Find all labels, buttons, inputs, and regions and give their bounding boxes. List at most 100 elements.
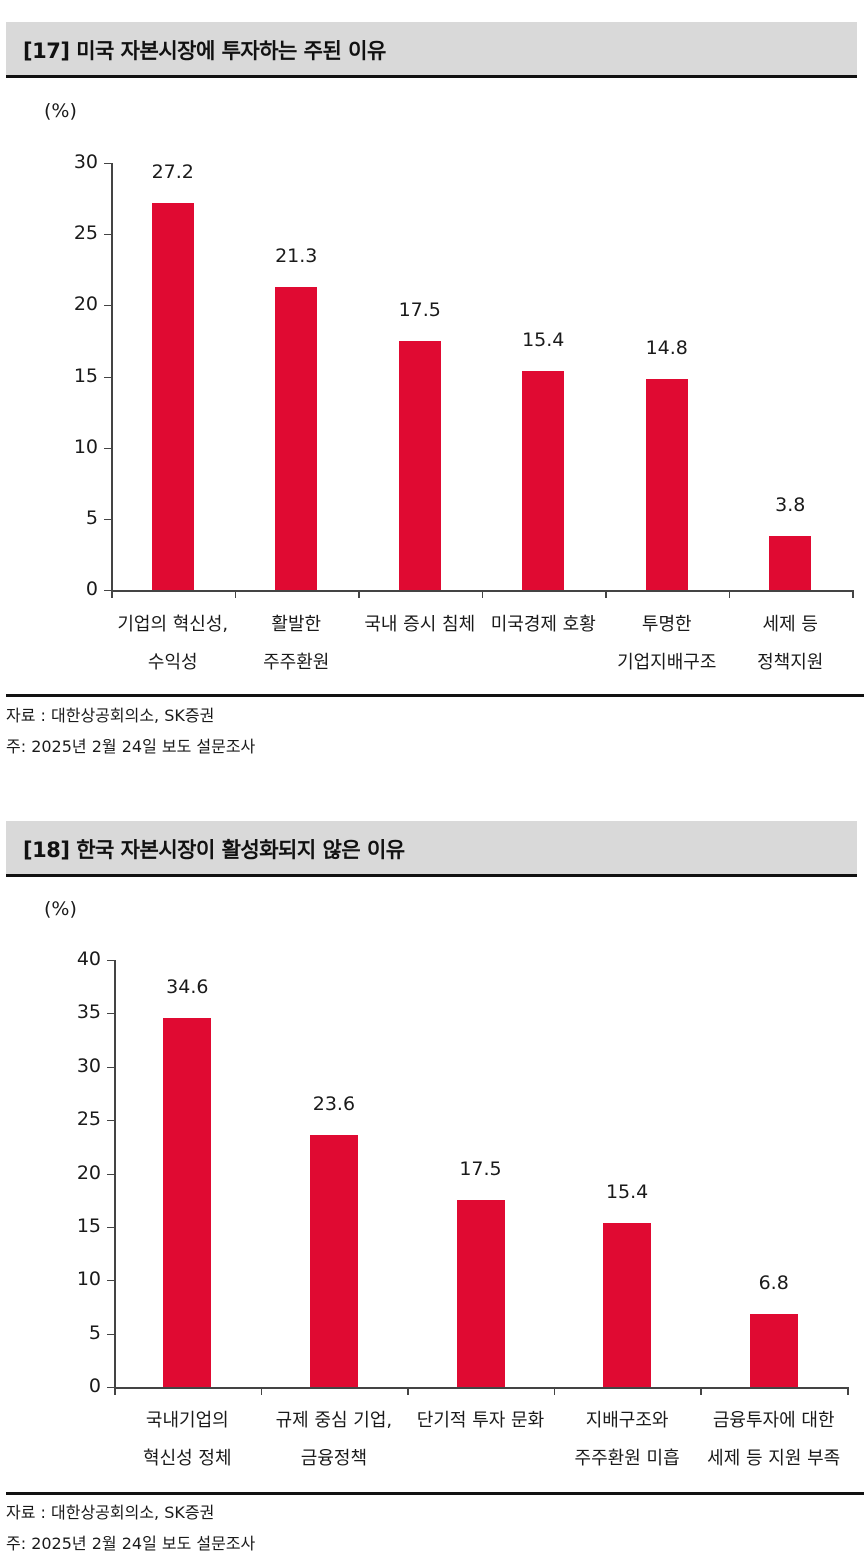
chart-17-category-label: 기업의 혁신성, 수익성 [91,606,255,682]
chart-17-bar [769,535,812,590]
chart-18-bar [309,1135,358,1387]
chart-18-bar-value-label: 6.8 [758,1272,789,1295]
chart-18-y-tick [107,1280,114,1282]
chart-18-y-tick [107,1120,114,1122]
chart-17-category-label: 국내 증시 침체 [338,606,502,644]
chart-18-y-tick-label: 0 [88,1375,101,1397]
chart-18-bar [749,1314,798,1387]
chart-17-x-tick [605,590,607,598]
chart-18-bar-value-label: 23.6 [312,1093,356,1116]
chart-18-x-tick [407,1387,409,1395]
chart-17-bar [151,202,194,590]
chart-18-bar [163,1017,212,1387]
chart-18-category-label-line: 국내기업의 [145,1410,229,1431]
chart-17-category-label-line: 미국경제 호황 [490,614,596,635]
chart-18-category-label-line: 금융정책 [300,1448,368,1469]
chart-17-category-label-line: 투명한 [641,614,692,635]
chart-18-y-tick [107,1013,114,1015]
chart-18-y-tick [107,1066,114,1068]
chart-17-y-tick-label: 5 [85,506,98,529]
chart-17-bar [275,286,318,590]
chart-17-category-label-line: 활발한 [271,614,322,635]
chart-17-y-tick [104,518,111,520]
chart-18-category-label-line: 단기적 투자 문화 [416,1410,545,1431]
chart-17-note: 주: 2025년 2월 24일 보도 설문조사 [6,737,256,756]
chart-18-bar-value-label: 34.6 [166,975,209,998]
chart-17-x-tick [111,590,113,598]
chart-17-y-tick [104,234,111,236]
chart-18-y-axis [114,960,116,1387]
chart-18-y-tick [107,960,114,961]
chart-17-y-tick-label: 25 [73,222,98,245]
chart-18-bar-value-label: 15.4 [605,1180,649,1203]
chart-17-bar-value-label: 27.2 [151,160,194,183]
chart-18-category-label: 단기적 투자 문화 [387,1402,574,1440]
chart-18-category-label-line: 세제 등 지원 부족 [707,1448,841,1469]
chart-17-x-tick [728,590,730,598]
chart-18-y-tick-label: 30 [76,1054,101,1077]
chart-17-category-label-line: 기업지배구조 [617,652,717,673]
chart-17-bar [398,340,441,590]
chart-17-bar-value-label: 17.5 [398,298,441,321]
chart-18-bar [456,1200,505,1387]
chart-18-y-tick-label: 20 [76,1161,101,1184]
chart-17-category-label-line: 수익성 [147,652,198,673]
chart-17-category-label: 미국경제 호황 [462,606,626,644]
chart-17-y-tick-label: 15 [73,364,98,387]
chart-18-x-tick [700,1387,702,1395]
chart-17-x-tick [481,590,483,598]
chart-17-bar [522,370,565,590]
chart-18-bar-value-label: 17.5 [459,1158,502,1181]
chart-18-category-label-line: 규제 중심 기업, [275,1410,393,1431]
chart-18-y-tick-label: 35 [76,1001,101,1024]
chart-18-note: 주: 2025년 2월 24일 보도 설문조사 [6,1534,256,1553]
chart-18-x-tick [114,1387,116,1395]
chart-18-unit-label: (%) [44,898,77,920]
chart-17-unit-label: (%) [44,100,77,122]
chart-17-y-tick [104,447,111,449]
chart-18-category-label-line: 주주환원 미흡 [574,1448,680,1469]
chart-18-category-label-line: 혁신성 정체 [143,1448,232,1469]
chart-18-y-tick-label: 15 [76,1214,101,1237]
chart-18-header: [18] 한국 자본시장이 활성화되지 않은 이유 [6,821,857,877]
chart-17-category-label-line: 국내 증시 침체 [364,614,476,635]
chart-17-x-tick [852,590,854,598]
chart-18-y-tick-label: 40 [76,948,101,970]
chart-17-category-label-line: 정책지원 [757,652,824,673]
chart-17-category-label-line: 세제 등 [762,614,818,635]
chart-18-x-tick [847,1387,849,1395]
chart-18-bar [603,1222,652,1387]
chart-17-category-label-line: 기업의 혁신성, [117,614,229,635]
chart-17-x-tick [358,590,360,598]
chart-18-title: [18] 한국 자본시장이 활성화되지 않은 이유 [23,838,405,862]
chart-17-y-tick-label: 30 [73,151,98,173]
chart-17-y-tick [104,590,111,591]
chart-18-y-tick [107,1387,114,1388]
chart-17-bar-value-label: 15.4 [522,328,565,351]
chart-17-bar-value-label: 3.8 [775,493,806,516]
chart-17-y-tick-label: 10 [73,435,98,458]
chart-17-source: 자료 : 대한상공회의소, SK증권 [6,706,215,725]
chart-18-y-tick [107,1333,114,1335]
chart-17-bar-value-label: 21.3 [275,244,318,267]
chart-17-bar [645,379,688,590]
chart-18-x-tick [260,1387,263,1395]
chart-17-bar-value-label: 14.8 [645,337,688,360]
chart-17-y-tick-label: 20 [73,293,98,316]
chart-18-x-tick [553,1387,556,1395]
chart-18-y-tick-label: 25 [76,1108,101,1131]
chart-17-y-tick [104,163,111,164]
chart-17-title: [17] 미국 자본시장에 투자하는 주된 이유 [23,39,386,63]
chart-17-category-label-line: 주주환원 [263,652,330,673]
chart-18-y-tick [107,1226,114,1228]
chart-17-x-tick [234,590,236,598]
chart-18-category-label-line: 금융투자에 대한 [712,1410,835,1431]
chart-18-category-label-line: 지배구조와 [585,1410,669,1431]
chart-17-footer-rule [6,694,864,697]
